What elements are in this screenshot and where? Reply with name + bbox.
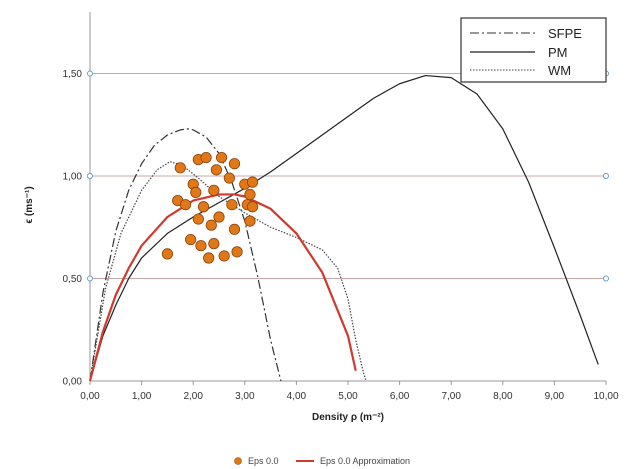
scatter-point-8 — [192, 213, 204, 225]
scatter-point-28 — [244, 188, 256, 201]
scatter-point-23 — [228, 223, 241, 235]
legend-approx-label: Eps 0.0 Approximation — [320, 456, 410, 466]
scatter-point-3 — [179, 199, 192, 211]
legend-top: SFPE PM WM — [460, 17, 607, 83]
x-tick-label-2: 2,00 — [183, 391, 203, 402]
legend-eps-label: Eps 0.0 — [248, 456, 279, 466]
scatter-point-22 — [228, 158, 241, 170]
scatter-point-11 — [200, 151, 212, 164]
legend-sfpe-label: SFPE — [548, 26, 582, 41]
series-line-sfpe — [89, 128, 282, 382]
scatter-point-27 — [244, 215, 256, 227]
scatter-point-6 — [190, 186, 202, 198]
scatter-point-18 — [215, 151, 228, 164]
scatter-point-9 — [195, 240, 207, 252]
y-tick-label-3: 1,50 — [63, 69, 83, 80]
legend-bottom: Eps 0.0 Eps 0.0 Approximation — [234, 456, 410, 466]
scatter-point-10 — [197, 201, 210, 213]
scatter-layer — [161, 151, 259, 264]
x-tick-label-6: 6,00 — [390, 391, 410, 402]
y-tick-label-0: 0,00 — [63, 377, 83, 388]
x-tick-label-3: 3,00 — [235, 391, 255, 402]
scatter-point-12 — [203, 252, 215, 264]
scatter-point-24 — [231, 246, 243, 258]
x-tick-label-5: 5,00 — [338, 391, 358, 402]
x-tick-label-7: 7,00 — [441, 391, 461, 402]
x-tick-label-1: 1,00 — [132, 391, 152, 402]
scatter-point-30 — [246, 201, 259, 213]
grid-end-marker-left-2 — [87, 173, 93, 179]
grid-end-marker-right-1 — [603, 275, 609, 282]
legend-pm-label: PM — [548, 45, 568, 60]
y-tick-label-2: 1,00 — [63, 172, 83, 183]
scatter-point-29 — [246, 176, 259, 188]
scatter-point-17 — [213, 211, 225, 223]
x-tick-label-8: 8,00 — [493, 391, 513, 402]
x-axis-title: Density ρ (m⁻²) — [312, 412, 384, 423]
series-line-eps-0-0-approximation — [88, 193, 357, 382]
x-tick-label-10: 10,00 — [593, 391, 618, 402]
scatter-point-2 — [174, 162, 186, 174]
x-tick-label-9: 9,00 — [545, 391, 565, 402]
grid-end-marker-right-2 — [603, 173, 609, 179]
scatter-point-13 — [205, 219, 217, 231]
scatter-point-0 — [161, 248, 173, 260]
scatter-point-16 — [210, 164, 223, 176]
series-line-pm — [89, 74, 599, 382]
scatter-point-14 — [208, 184, 220, 196]
scatter-point-21 — [226, 199, 238, 211]
y-axis-title: ϵ (ms⁻¹) — [24, 186, 35, 223]
scatter-point-20 — [223, 172, 235, 184]
legend-top-box — [460, 17, 607, 83]
grid-end-marker-left-1 — [87, 275, 93, 282]
series-layer — [88, 74, 599, 382]
y-tick-labels: 0,00 0,50 1,00 1,50 — [63, 69, 83, 388]
x-tick-label-4: 4,00 — [287, 391, 307, 402]
scatter-point-19 — [218, 250, 230, 262]
x-tick-labels: 0,00 1,00 2,00 3,00 4,00 5,00 6,00 7,00 8,00 9,00… — [80, 381, 619, 402]
grid-end-marker-left-3 — [87, 70, 93, 77]
y-tick-label-1: 0,50 — [63, 274, 83, 285]
scatter-point-15 — [208, 238, 220, 250]
scatter-point-4 — [185, 233, 197, 246]
legend-wm-label: WM — [548, 63, 571, 78]
x-tick-label-0: 0,00 — [80, 391, 100, 402]
legend-eps-marker — [234, 457, 242, 465]
